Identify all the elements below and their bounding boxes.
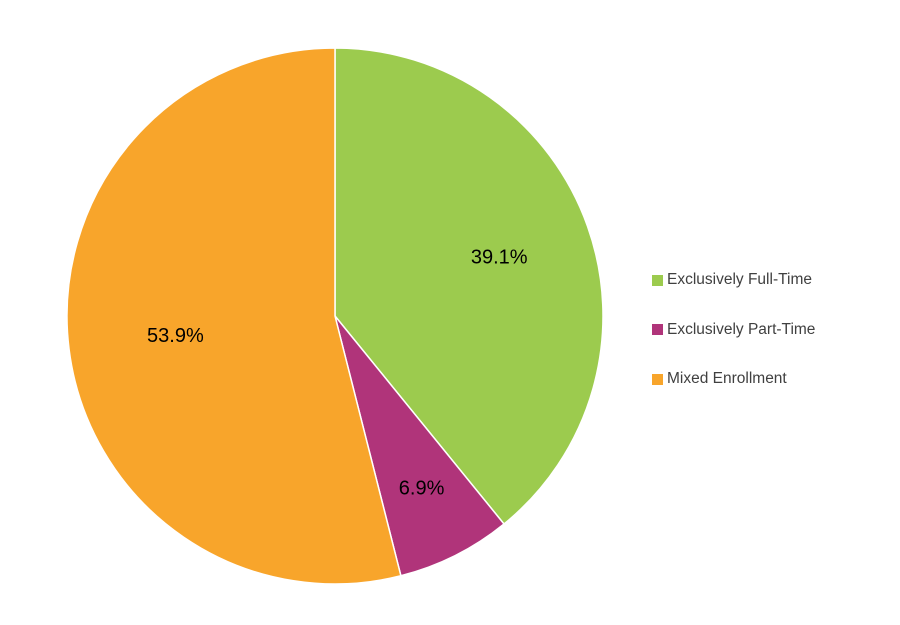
legend-swatch-icon (652, 274, 663, 286)
pie-slice-exclusively-part-time (334, 315, 505, 577)
legend-item-mixed-enrollment: Mixed Enrollment (652, 370, 815, 387)
pie-slice-exclusively-full-time (334, 47, 604, 525)
legend-item-exclusively-full-time: Exclusively Full-Time (652, 271, 815, 288)
data-label-exclusively-part-time: 6.9% (399, 477, 445, 499)
legend-label: Exclusively Full-Time (667, 271, 812, 288)
data-label-exclusively-full-time: 39.1% (471, 247, 528, 269)
data-label-mixed-enrollment: 53.9% (147, 325, 204, 347)
chart-legend: Exclusively Full-Time Exclusively Part-Ti… (652, 271, 816, 387)
legend-item-exclusively-part-time: Exclusively Part-Time (652, 320, 816, 338)
legend-label: Exclusively Part-Time (667, 320, 816, 338)
legend-label: Mixed Enrollment (667, 370, 787, 387)
pie-slice-mixed-enrollment (66, 47, 402, 585)
legend-swatch-icon (652, 324, 663, 335)
legend-swatch-icon (652, 373, 663, 385)
